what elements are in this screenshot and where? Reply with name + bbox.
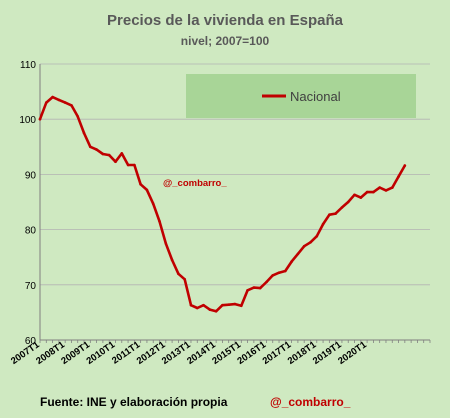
data-point [114, 160, 117, 163]
data-point [107, 153, 111, 157]
data-point [284, 269, 287, 273]
data-point [70, 104, 73, 107]
y-tick-label-100: 100 [19, 115, 36, 126]
data-point [290, 260, 293, 263]
y-tick-label-90: 90 [25, 170, 37, 181]
data-point [139, 183, 142, 186]
data-point [57, 98, 61, 102]
data-point [208, 308, 212, 311]
data-point [101, 152, 105, 156]
data-point [183, 278, 186, 281]
data-point [296, 252, 300, 256]
data-point [202, 303, 205, 307]
y-axis-ticks: 60 70 80 90 100 110 [19, 60, 36, 347]
data-point [309, 241, 312, 244]
data-point [126, 163, 130, 167]
data-point [391, 186, 394, 189]
y-tick-label-110: 110 [20, 60, 36, 71]
data-point [340, 206, 344, 209]
source-note: Fuente: INE y elaboración propia [40, 395, 228, 409]
data-point [38, 117, 42, 121]
data-point [89, 145, 92, 149]
data-point [397, 175, 400, 178]
data-point [177, 272, 180, 276]
chart-subtitle: nivel; 2007=100 [181, 34, 270, 48]
data-point [233, 302, 237, 306]
data-point [145, 188, 149, 192]
data-point [221, 303, 224, 307]
data-point [403, 164, 407, 167]
data-point [353, 193, 356, 197]
data-point [45, 101, 48, 104]
legend-label-nacional: Nacional [290, 89, 341, 104]
data-point [214, 310, 218, 313]
data-point [346, 200, 350, 204]
data-point [51, 95, 54, 99]
data-point [246, 289, 249, 292]
data-point [334, 212, 337, 215]
data-point [302, 244, 306, 248]
y-tick-label-60: 60 [25, 336, 37, 347]
data-point [76, 115, 79, 118]
data-point [170, 258, 174, 262]
chart-title: Precios de la vivienda en España [107, 12, 344, 29]
footer-handle: @_combarro_ [270, 395, 351, 409]
legend-box [186, 74, 416, 118]
data-point [277, 271, 281, 275]
data-point [365, 190, 369, 194]
y-tick-label-70: 70 [25, 281, 37, 292]
data-point [82, 131, 86, 135]
data-point [258, 286, 262, 290]
data-point [240, 304, 243, 308]
chart-annotation-handle: @_combarro_ [163, 178, 227, 189]
data-point [378, 186, 382, 189]
data-point [328, 213, 331, 216]
y-tick-label-80: 80 [25, 226, 37, 237]
data-point [189, 303, 193, 307]
data-point [164, 242, 168, 245]
data-point [359, 196, 363, 199]
data-point [133, 163, 136, 167]
data-point [120, 152, 124, 155]
data-point [384, 189, 388, 192]
data-point [252, 286, 256, 289]
data-point [196, 306, 199, 310]
data-point [227, 303, 230, 307]
data-point [372, 190, 375, 194]
data-point [95, 148, 98, 151]
data-point [271, 274, 275, 277]
data-point [63, 101, 67, 104]
data-point [315, 234, 319, 238]
data-point [265, 280, 268, 284]
data-point [321, 222, 325, 226]
data-point [151, 202, 155, 205]
series-group [38, 95, 407, 313]
data-point [158, 220, 161, 223]
